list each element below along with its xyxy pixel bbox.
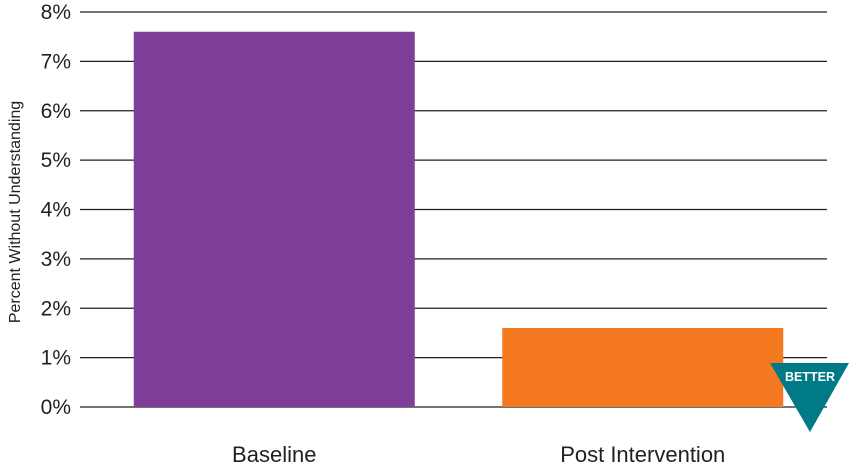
y-tick-label: 0%	[41, 396, 71, 419]
y-axis-title: Percent Without Understanding	[7, 101, 24, 323]
bar-baseline	[133, 31, 415, 407]
better-badge-label: BETTER	[785, 370, 835, 384]
category-labels: Baseline Post Intervention	[232, 442, 725, 466]
y-tick-label: 5%	[41, 149, 71, 172]
better-direction-icon	[770, 363, 849, 432]
y-tick-labels: 0% 1% 2% 3% 4% 5% 6% 7% 8%	[41, 1, 71, 419]
bars	[133, 31, 784, 407]
y-tick-label: 7%	[41, 50, 71, 73]
y-tick-label: 2%	[41, 297, 71, 320]
bar-post-intervention	[502, 328, 784, 407]
y-tick-label: 6%	[41, 100, 71, 123]
category-label: Baseline	[232, 442, 316, 466]
better-badge: BETTER	[770, 363, 849, 432]
y-tick-label: 4%	[41, 199, 71, 222]
y-tick-label: 3%	[41, 248, 71, 271]
y-tick-label: 1%	[41, 347, 71, 370]
y-tick-label: 8%	[41, 1, 71, 24]
category-label: Post Intervention	[560, 442, 725, 466]
